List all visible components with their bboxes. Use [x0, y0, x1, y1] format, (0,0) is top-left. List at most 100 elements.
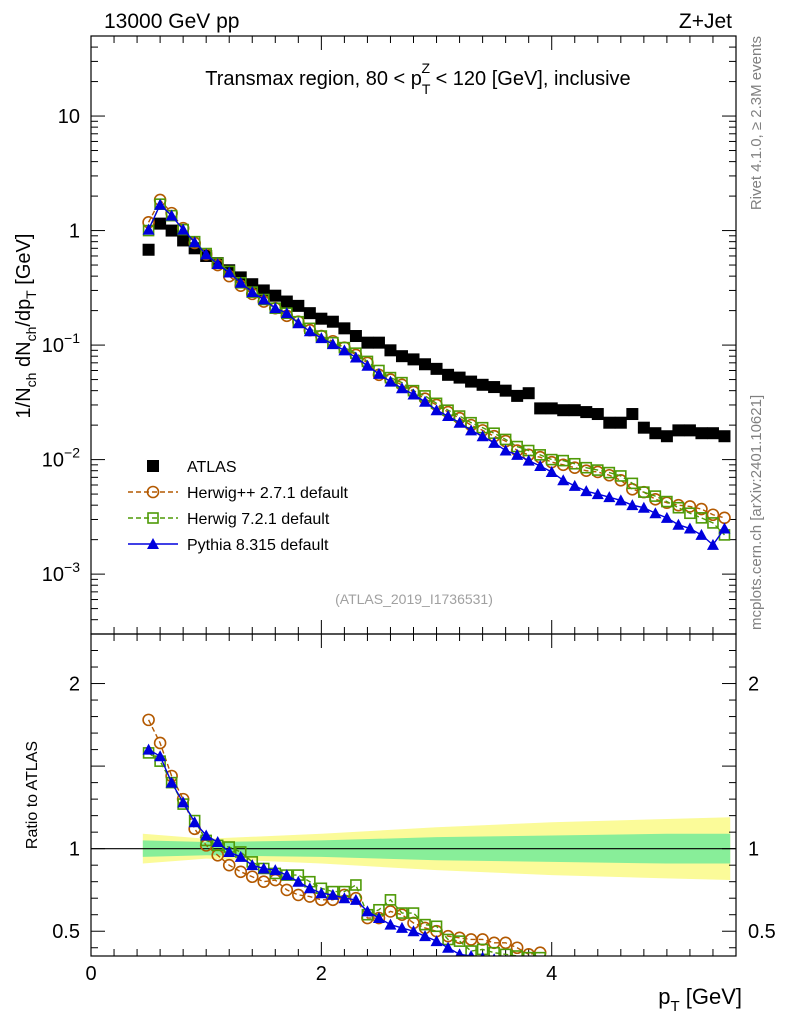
legend-label: Herwig 7.2.1 default: [187, 511, 330, 528]
data-point: [395, 382, 408, 394]
ratio-y-tick-label: 1: [69, 839, 80, 861]
data-point: [706, 508, 720, 522]
ratio-panel-frame: [90, 633, 737, 957]
data-point: [349, 351, 362, 363]
data-point: [488, 427, 500, 440]
data-point: [419, 395, 432, 407]
data-point: [280, 307, 293, 319]
data-point: [326, 315, 339, 328]
data-point: [154, 217, 167, 230]
data-point: [419, 930, 432, 942]
data-point: [147, 512, 159, 524]
data-point: [292, 875, 305, 887]
data-point: [361, 905, 374, 917]
data-point: [614, 416, 627, 429]
data-point: [142, 243, 155, 256]
data-point: [315, 887, 328, 899]
data-point: [545, 402, 558, 415]
data-point: [361, 359, 374, 371]
data-point: [269, 864, 282, 876]
data-point: [637, 501, 650, 513]
data-point: [303, 307, 316, 320]
data-point: [269, 302, 282, 314]
data-point: [523, 958, 535, 969]
data-point: [338, 322, 351, 335]
ratio-axis-ticks: 0 2 4 0.5 0.5 1 1 2 2: [52, 633, 776, 985]
data-point: [557, 404, 570, 417]
data-point: [442, 941, 455, 953]
legend-label: Herwig++ 2.7.1 default: [187, 485, 349, 502]
data-point: [488, 381, 501, 394]
data-point: [292, 299, 305, 312]
legend-label: ATLAS: [187, 459, 237, 476]
data-point: [683, 500, 697, 513]
data-point: [384, 375, 397, 387]
data-point: [147, 538, 159, 549]
data-point: [223, 845, 236, 857]
y-axis-label: 1/Nch dNch/dpT [GeV]: [13, 234, 39, 419]
data-point: [430, 404, 443, 416]
y-tick-label: 10−2: [42, 445, 80, 472]
data-point: [384, 918, 397, 930]
data-point: [280, 883, 294, 897]
data-point: [637, 421, 650, 434]
legend: ATLAS Herwig++ 2.7.1 default Herwig 7.2.1 …: [128, 459, 349, 554]
data-point: [349, 893, 362, 905]
data-point: [492, 953, 496, 956]
data-point: [505, 954, 507, 956]
data-point: [177, 223, 190, 235]
data-point: [591, 464, 604, 476]
data-point: [326, 888, 339, 900]
data-point: [372, 367, 385, 379]
data-point: [442, 368, 455, 381]
data-point: [146, 485, 160, 499]
ratio-y-tick-label: 0.5: [52, 921, 80, 943]
data-point: [154, 198, 167, 210]
data-point: [326, 338, 339, 350]
y-tick-label: 10−1: [42, 330, 80, 357]
data-point: [338, 892, 351, 904]
mcplots-label: mcplots.cern.ch [arXiv:2401.10621]: [748, 395, 765, 630]
data-point: [442, 410, 455, 422]
data-point: [453, 371, 466, 384]
y-tick-label: 10: [58, 106, 80, 128]
data-point: [707, 517, 719, 529]
collision-label: 13000 GeV pp: [104, 10, 239, 33]
data-point: [626, 499, 639, 511]
ratio-y-tick-label-right: 0.5: [748, 921, 776, 943]
data-point: [257, 284, 270, 297]
analysis-watermark: (ATLAS_2019_I1736531): [335, 591, 493, 607]
data-point: [188, 816, 201, 828]
data-point: [246, 286, 259, 298]
data-point: [211, 258, 224, 270]
data-point: [200, 829, 213, 841]
ratio-plot-series: [142, 713, 547, 969]
main-plot-series: [142, 193, 731, 550]
data-point: [511, 950, 523, 956]
x-axis-label: pT [GeV]: [658, 984, 742, 1015]
data-point: [534, 951, 546, 956]
data-point: [245, 870, 259, 884]
data-point: [338, 344, 351, 356]
data-point: [672, 424, 685, 437]
data-point: [557, 454, 570, 467]
data-point: [147, 460, 159, 472]
data-point: [591, 488, 604, 500]
data-point: [718, 511, 731, 525]
ratio-y-tick-label-right: 2: [748, 674, 759, 696]
data-point: [476, 430, 489, 442]
y-tick-label: 1: [69, 221, 80, 243]
data-point: [430, 935, 443, 947]
data-point: [142, 223, 155, 235]
data-point: [695, 528, 708, 540]
data-point: [234, 850, 247, 862]
ratio-uncertainty-bands: [91, 817, 736, 881]
ratio-y-tick-label-right: 1: [748, 839, 759, 861]
data-point: [499, 433, 512, 446]
data-point: [511, 448, 524, 460]
data-point: [165, 209, 178, 221]
data-point: [395, 921, 408, 933]
data-point: [499, 444, 512, 456]
data-point: [257, 862, 270, 874]
data-point: [614, 494, 627, 506]
